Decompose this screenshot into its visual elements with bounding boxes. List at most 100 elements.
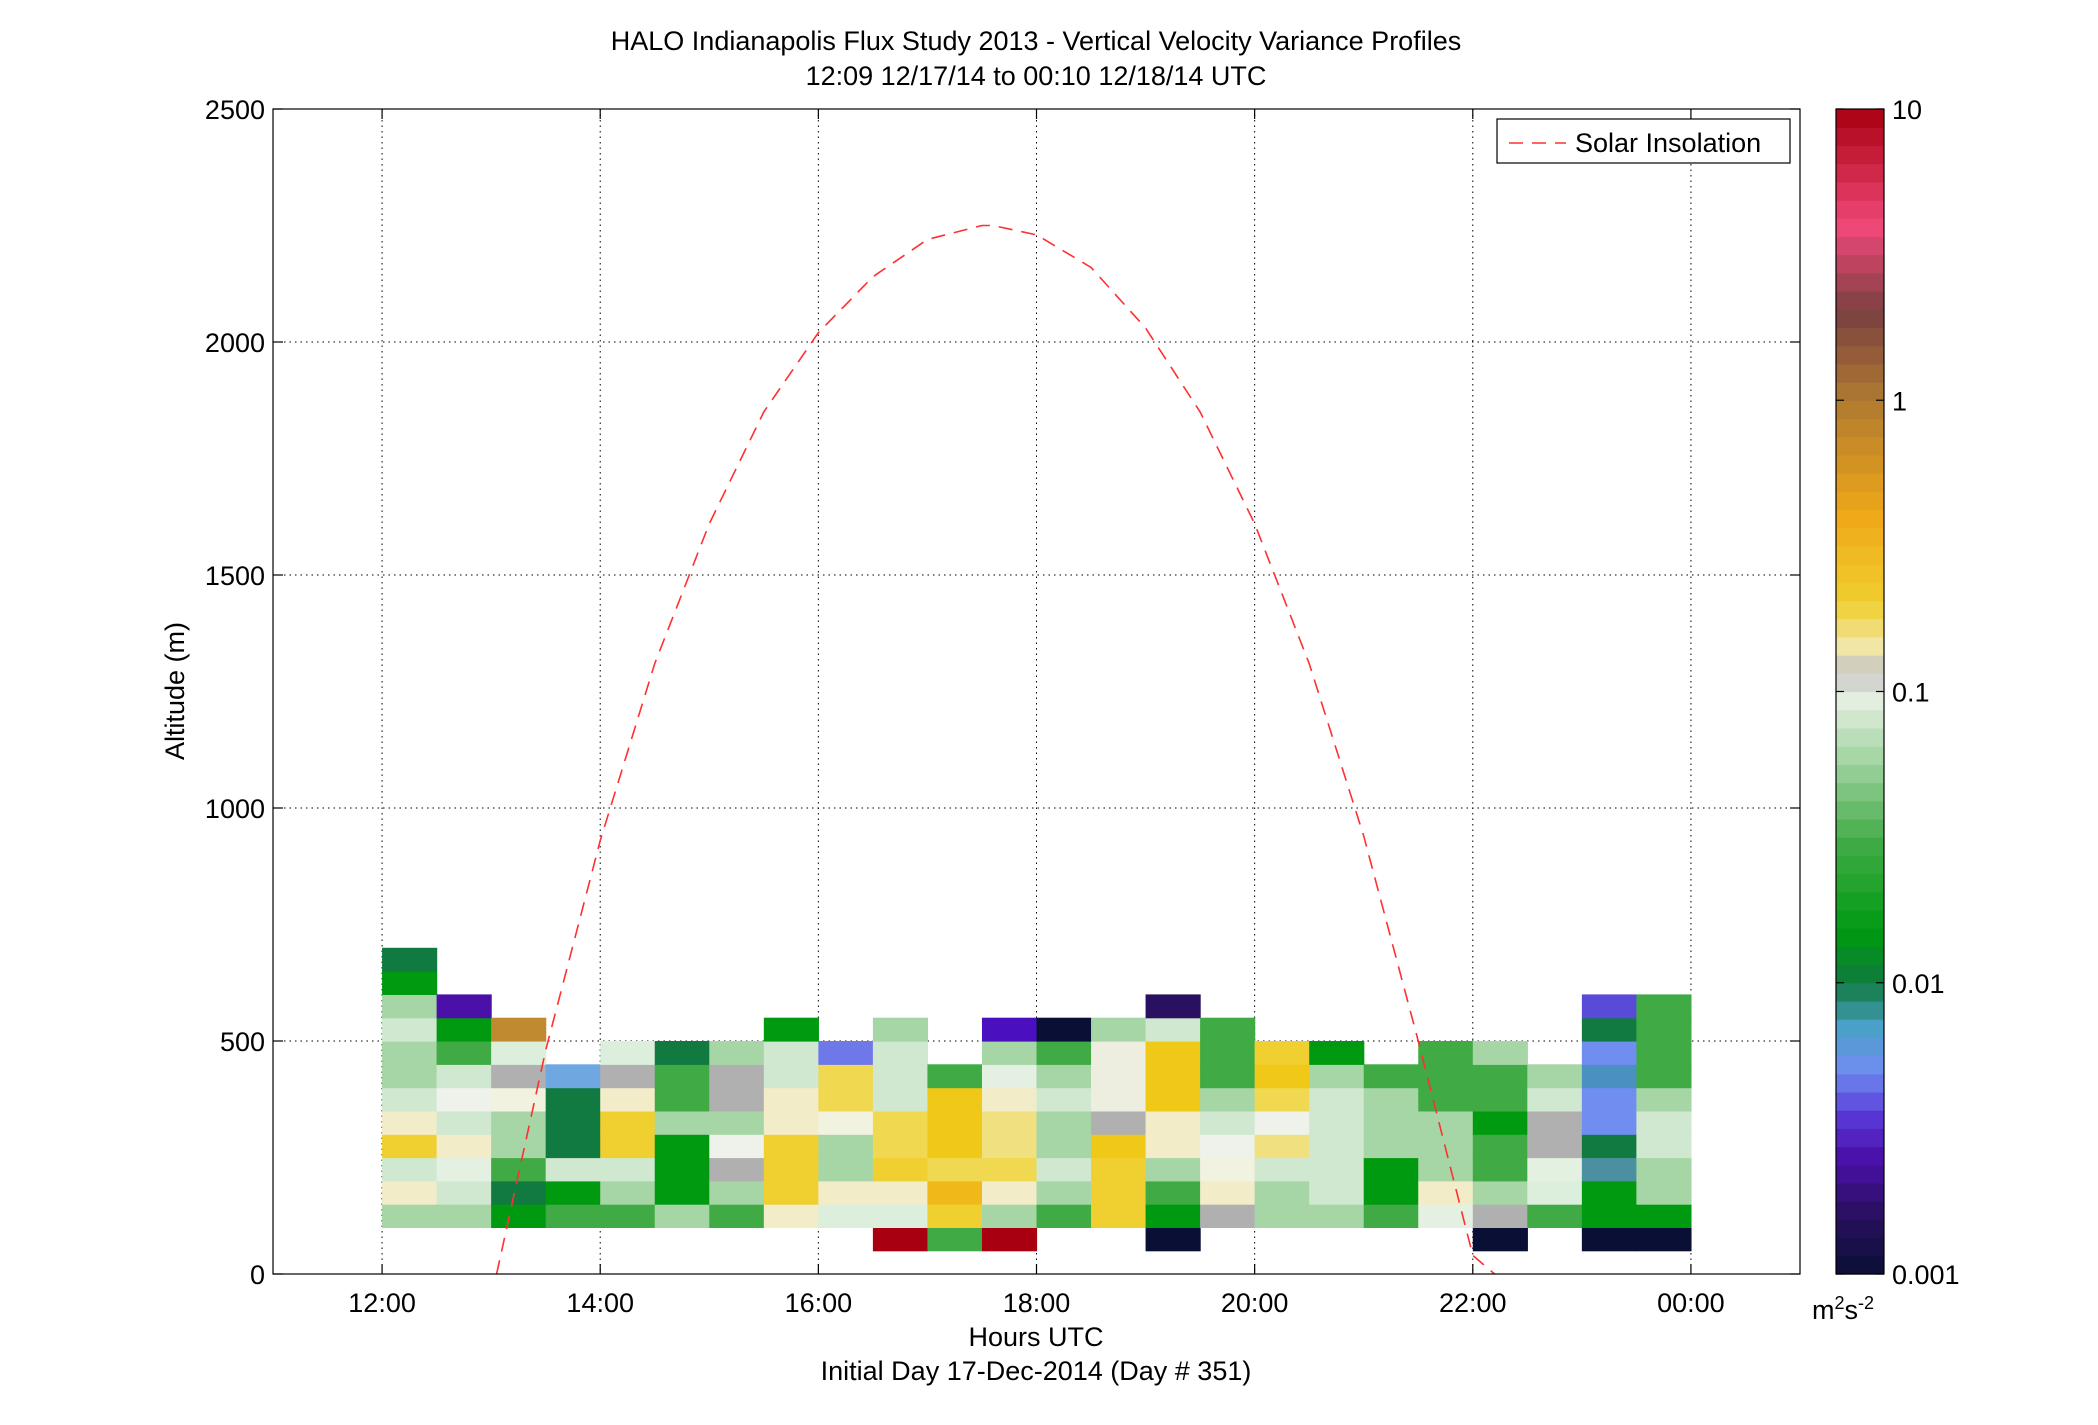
heatmap-cell [818,1110,874,1135]
heatmap-cell [545,1110,601,1135]
heatmap-cell [654,1204,710,1228]
heatmap-cell [654,1064,710,1089]
heatmap-cell [1091,1204,1147,1228]
heatmap-cell [1036,1017,1092,1042]
heatmap-cell [1145,1134,1201,1159]
heatmap-cell [382,1110,438,1135]
colorbar-band [1836,1128,1884,1148]
heatmap-cell [382,1064,438,1089]
x-tick-label: 16:00 [785,1288,853,1318]
heatmap-cell [872,1087,929,1112]
heatmap-cell [1527,1157,1583,1182]
colorbar-band [1836,855,1884,875]
heatmap-cell [1472,1204,1528,1228]
heatmap-cell [1309,1064,1365,1089]
heatmap-cell [1036,1041,1092,1065]
heatmap-cell [1581,1087,1637,1112]
y-tick-label: 2000 [205,328,265,358]
x-tick-label: 22:00 [1439,1288,1507,1318]
heatmap-cell [1472,1087,1528,1112]
heatmap-cell [763,1064,819,1089]
heatmap-cell [763,1180,819,1205]
heatmap-cell [1309,1180,1365,1205]
heatmap-cell [436,1180,492,1205]
colorbar-band [1836,873,1884,893]
heatmap-cell [382,994,438,1019]
colorbar-band [1836,291,1884,310]
heatmap-cell [763,1087,819,1112]
heatmap-cell [1581,1110,1637,1135]
colorbar-band [1836,309,1884,329]
colorbar-band [1836,545,1884,565]
colorbar-band [1836,1201,1884,1220]
heatmap-cell [1581,994,1637,1019]
colorbar-band [1836,1000,1884,1020]
heatmap-cell [763,1041,819,1065]
colorbar-band [1836,964,1884,984]
heatmap-cell [1145,1204,1201,1228]
heatmap-cell [1363,1064,1419,1089]
y-axis-label: Altitude (m) [160,622,190,760]
heatmap-cell [1363,1087,1419,1112]
heatmap-cell [818,1157,874,1182]
heatmap-cell [1636,1134,1692,1159]
heatmap-cell [981,1157,1038,1182]
heatmap-cell [709,1180,765,1205]
heatmap-cell [763,1017,819,1042]
heatmap-cell [491,1157,547,1182]
heatmap-cell [1527,1110,1583,1135]
heatmap-cell [1636,1204,1692,1228]
colorbar-tick-label: 0.1 [1892,678,1930,708]
colorbar-band [1836,891,1884,911]
heatmap-cell [927,1227,983,1252]
heatmap-cell [1036,1110,1092,1135]
solar-insolation-line [495,224,1496,1274]
heatmap-cell [436,994,492,1019]
heatmap-cell [436,1134,492,1159]
colorbar-band [1836,746,1884,765]
heatmap-cell [1363,1204,1419,1228]
heatmap-cell [818,1204,874,1228]
colorbar-band [1836,800,1884,820]
colorbar-band [1836,454,1884,474]
heatmap-cell [1418,1041,1474,1065]
heatmap-cell [1036,1087,1092,1112]
colorbar-band [1836,527,1884,547]
heatmap-cell [1145,1110,1201,1135]
heatmap-cell [491,1204,547,1228]
heatmap-cell [436,1157,492,1182]
heatmap-cell [1200,1110,1256,1135]
colorbar-band [1836,982,1884,1002]
colorbar-band [1836,1110,1884,1129]
colorbar-band [1836,655,1884,674]
heatmap-cell [1636,1157,1692,1182]
heatmap-cell [491,1110,547,1135]
heatmap-cell [1581,1041,1637,1065]
heatmap-cell [600,1064,656,1089]
colorbar-band [1836,218,1884,238]
colorbar-band [1836,782,1884,802]
heatmap-cell [436,1204,492,1228]
heatmap-cell [981,1204,1038,1228]
colorbar-band [1836,1164,1884,1184]
heatmap-cell [1636,994,1692,1019]
heatmap-cell [1581,1134,1637,1159]
colorbar-band [1836,636,1884,656]
chart-title: HALO Indianapolis Flux Study 2013 - Vert… [611,26,1461,56]
heatmap-cell [1254,1110,1310,1135]
heatmap-cell [491,1087,547,1112]
colorbar-band [1836,1146,1884,1166]
colorbar-band [1836,327,1884,347]
heatmap-cell [981,1134,1038,1159]
colorbar-band [1836,1055,1884,1075]
heatmap-cell [1254,1157,1310,1182]
heatmap-cell [1309,1087,1365,1112]
heatmap-cell [1472,1134,1528,1159]
heatmap-cell [382,1180,438,1205]
heatmap-cell [872,1157,929,1182]
heatmap-cell [818,1041,874,1065]
heatmap-cell [1363,1110,1419,1135]
heatmap-cell [382,1041,438,1065]
heatmap-cell [1145,1064,1201,1089]
